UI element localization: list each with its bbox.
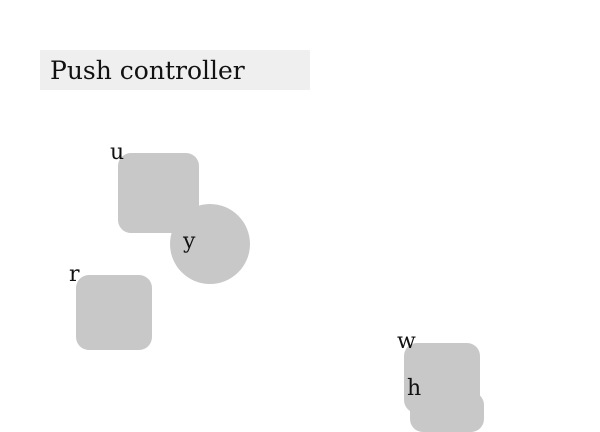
shape-label-w: w: [397, 329, 416, 354]
shape-label-r: r: [69, 262, 80, 287]
shape-r[interactable]: [76, 275, 152, 350]
shape-label-h: h: [407, 376, 422, 401]
shape-label-u: u: [110, 140, 125, 165]
page-title: Push controller: [50, 55, 245, 85]
title-bar: Push controller: [40, 50, 310, 90]
shape-label-y: y: [183, 229, 196, 254]
shape-y[interactable]: [170, 204, 250, 284]
